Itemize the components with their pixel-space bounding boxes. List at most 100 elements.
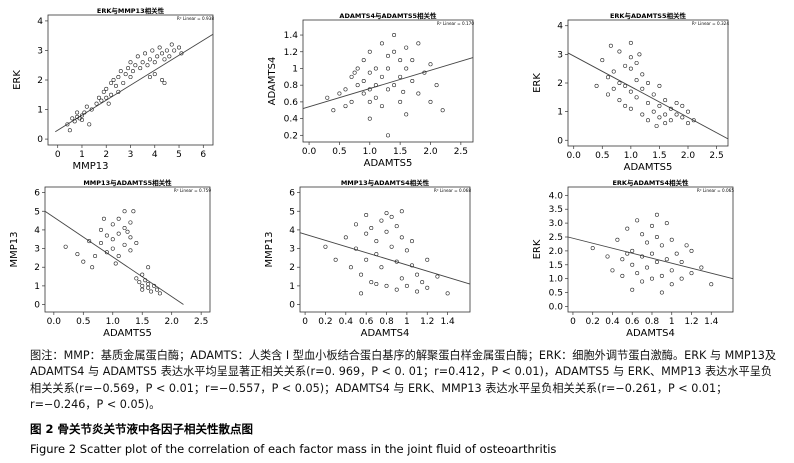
data-point bbox=[640, 72, 645, 77]
data-point bbox=[146, 282, 151, 287]
x-tick-label: 2.5 bbox=[709, 151, 723, 161]
data-point bbox=[109, 92, 114, 97]
data-point bbox=[352, 70, 357, 75]
data-point bbox=[680, 103, 685, 108]
data-point bbox=[140, 287, 145, 292]
data-point bbox=[160, 78, 165, 83]
data-point bbox=[645, 265, 650, 270]
data-point bbox=[398, 99, 403, 104]
data-point bbox=[75, 252, 80, 257]
data-point bbox=[145, 63, 150, 68]
data-point bbox=[392, 49, 397, 54]
data-point bbox=[90, 265, 95, 270]
x-tick-label: 0.2 bbox=[318, 317, 332, 327]
data-point bbox=[428, 62, 433, 67]
data-point bbox=[410, 79, 415, 84]
data-point bbox=[116, 75, 121, 80]
data-point bbox=[343, 235, 348, 240]
data-point bbox=[379, 104, 384, 109]
data-point bbox=[98, 240, 103, 245]
data-point bbox=[104, 86, 109, 91]
y-tick-label: 0.6 bbox=[284, 98, 299, 108]
data-point bbox=[680, 115, 685, 120]
data-point bbox=[374, 239, 379, 244]
data-point bbox=[623, 83, 628, 88]
x-axis-label: ADAMTS4 bbox=[626, 328, 675, 339]
data-point bbox=[385, 53, 390, 58]
data-point bbox=[104, 250, 109, 255]
y-tick-label: 5 bbox=[289, 207, 295, 217]
data-point bbox=[146, 265, 151, 270]
data-point bbox=[416, 41, 421, 46]
y-tick-label: 0.4 bbox=[284, 115, 299, 125]
data-point bbox=[635, 271, 640, 276]
data-point bbox=[600, 58, 605, 63]
x-axis-label: MMP13 bbox=[72, 161, 108, 172]
figure-title-cn: 图 2 骨关节炎关节液中各因子相关性散点图 bbox=[30, 422, 254, 436]
x-tick-label: 2.0 bbox=[681, 151, 696, 161]
data-point bbox=[70, 116, 75, 121]
data-point bbox=[63, 244, 68, 249]
figure-note-text: 图注：MMP：基质金属蛋白酶；ADAMTS：人类含 I 型血小板结合蛋白基序的解… bbox=[30, 349, 777, 412]
data-point bbox=[140, 283, 145, 288]
data-point bbox=[123, 72, 128, 77]
r2-legend: R² Linear = 0.065 bbox=[697, 188, 734, 193]
data-point bbox=[137, 280, 142, 285]
data-point bbox=[130, 69, 135, 74]
scatter-panel-1: ERK与MMP13相关性 R² Linear = 0.938 0 1 2 3 4 5 6 0 1 2 3… bbox=[12, 6, 214, 172]
data-point bbox=[113, 83, 118, 88]
data-point bbox=[152, 283, 157, 288]
y-tick-label: 1.5 bbox=[549, 261, 563, 271]
data-point bbox=[126, 66, 131, 71]
data-point bbox=[369, 226, 374, 231]
data-point bbox=[367, 87, 372, 92]
data-point bbox=[325, 95, 330, 100]
data-point bbox=[389, 244, 394, 249]
y-tick-label: 0.5 bbox=[549, 289, 563, 299]
data-point bbox=[689, 271, 694, 276]
x-tick-label: 0.0 bbox=[567, 151, 582, 161]
x-tick-label: 1.0 bbox=[624, 151, 639, 161]
data-point bbox=[143, 278, 148, 283]
x-tick-label: 2.5 bbox=[194, 317, 208, 327]
data-point bbox=[72, 119, 77, 124]
data-point bbox=[157, 291, 162, 296]
data-point bbox=[133, 63, 138, 68]
data-point bbox=[663, 121, 668, 126]
data-point bbox=[93, 254, 98, 259]
y-tick-label: 2 bbox=[557, 79, 563, 89]
x-axis-label: ADAMTS5 bbox=[624, 162, 673, 173]
y-tick-label: 2 bbox=[34, 263, 40, 273]
x-tick-label: 6 bbox=[200, 150, 206, 160]
data-point bbox=[674, 101, 679, 106]
data-point bbox=[691, 118, 696, 123]
data-point bbox=[394, 224, 399, 229]
y-axis-label: ERK bbox=[532, 73, 543, 93]
data-point bbox=[152, 72, 157, 77]
data-point bbox=[645, 81, 650, 86]
data-point bbox=[157, 45, 162, 50]
data-point bbox=[118, 69, 123, 74]
r2-legend: R² Linear = 0.324 bbox=[692, 21, 729, 26]
data-point bbox=[149, 289, 154, 294]
data-point bbox=[353, 246, 358, 251]
data-point bbox=[409, 239, 414, 244]
data-point bbox=[128, 235, 133, 240]
data-point bbox=[628, 66, 633, 71]
data-point bbox=[128, 60, 133, 65]
data-point bbox=[617, 98, 622, 103]
y-axis-label: MMP13 bbox=[264, 231, 275, 267]
data-point bbox=[121, 80, 126, 85]
data-point bbox=[392, 33, 397, 38]
data-point bbox=[150, 48, 155, 53]
data-point bbox=[401, 89, 406, 94]
data-point bbox=[608, 43, 613, 48]
data-point bbox=[649, 223, 654, 228]
data-point bbox=[610, 268, 615, 273]
data-point bbox=[654, 123, 659, 128]
x-tick-label: 2.5 bbox=[454, 147, 468, 157]
data-point bbox=[116, 231, 121, 236]
data-point bbox=[640, 254, 645, 259]
data-point bbox=[331, 108, 336, 113]
